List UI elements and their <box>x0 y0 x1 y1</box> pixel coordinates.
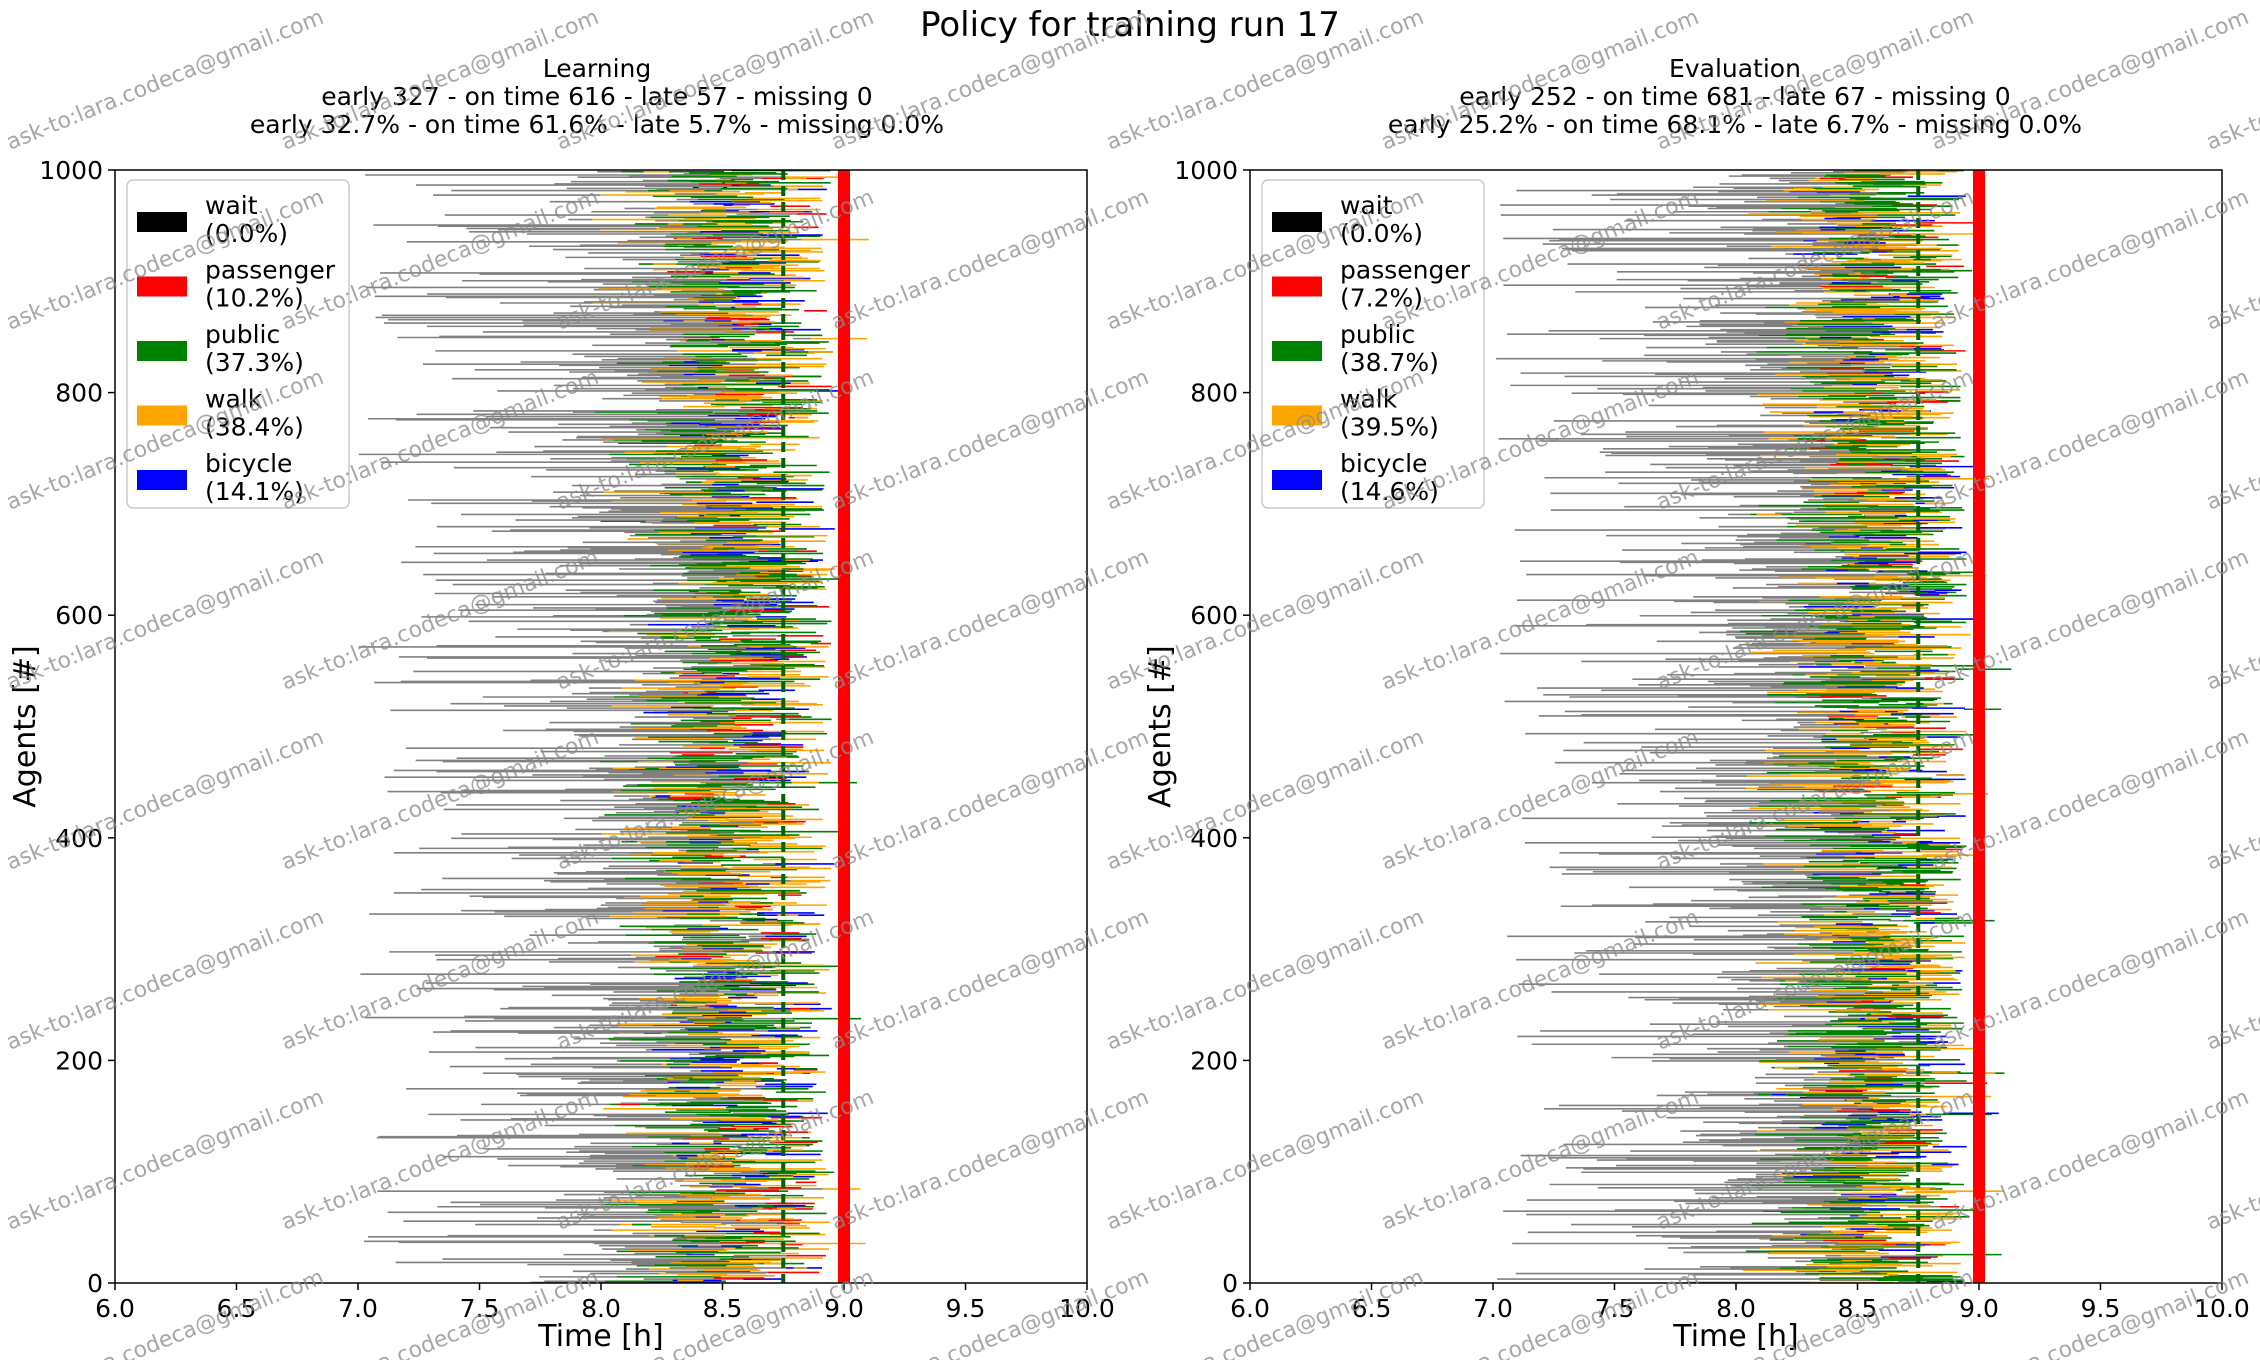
legend-share: (0.0%) <box>205 219 288 248</box>
legend-label: public <box>1340 320 1415 349</box>
x-axis-label: Time [h] <box>537 1319 663 1354</box>
y-axis-label: Agents [#] <box>8 645 43 808</box>
panel-subtitle-counts: early 327 - on time 616 - late 57 - miss… <box>321 82 872 111</box>
legend-label: walk <box>205 385 263 414</box>
x-tick-label: 7.5 <box>460 1294 500 1323</box>
y-tick-label: 0 <box>1222 1269 1238 1298</box>
x-tick-label: 7.0 <box>1473 1294 1513 1323</box>
x-tick-label: 9.5 <box>946 1294 986 1323</box>
legend-swatch-bicycle <box>137 470 187 490</box>
legend-share: (39.5%) <box>1340 413 1439 442</box>
panel-title: Learning <box>543 54 652 83</box>
legend-label: public <box>205 320 280 349</box>
legend-label: bicycle <box>1340 449 1427 478</box>
legend-swatch-public <box>1272 341 1322 361</box>
legend-label: passenger <box>1340 256 1471 285</box>
legend-share: (38.7%) <box>1340 348 1439 377</box>
legend: wait(0.0%) passenger(7.2%) public(38.7%) wa… <box>1261 179 1485 509</box>
x-tick-label: 6.0 <box>1230 1294 1270 1323</box>
y-tick-label: 1000 <box>39 156 103 185</box>
legend-swatch-bicycle <box>1272 470 1322 490</box>
legend-label: wait <box>1340 191 1393 220</box>
x-tick-label: 8.0 <box>581 1294 621 1323</box>
legend-swatch-wait <box>1272 212 1322 232</box>
legend-swatch-walk <box>1272 405 1322 426</box>
x-tick-label: 8.0 <box>1716 1294 1756 1323</box>
y-tick-label: 800 <box>55 379 103 408</box>
y-axis-label: Agents [#] <box>1143 645 1178 808</box>
legend-swatch-wait <box>137 212 187 232</box>
x-tick-label: 7.0 <box>338 1294 378 1323</box>
legend-label: passenger <box>205 256 336 285</box>
x-tick-label: 9.0 <box>1959 1294 1999 1323</box>
y-tick-label: 800 <box>1190 379 1238 408</box>
legend-label: bicycle <box>205 449 292 478</box>
panel-subtitle-percent: early 25.2% - on time 68.1% - late 6.7% … <box>1388 110 2082 139</box>
x-tick-label: 9.0 <box>824 1294 864 1323</box>
x-tick-label: 7.5 <box>1595 1294 1635 1323</box>
legend-swatch-passenger <box>137 276 187 297</box>
legend-share: (7.2%) <box>1340 284 1423 313</box>
y-tick-label: 400 <box>55 824 103 853</box>
panel-subtitle-percent: early 32.7% - on time 61.6% - late 5.7% … <box>250 110 944 139</box>
legend-swatch-passenger <box>1272 276 1322 297</box>
x-tick-label: 6.0 <box>95 1294 135 1323</box>
legend-share: (38.4%) <box>205 413 304 442</box>
legend-label: wait <box>205 191 258 220</box>
x-tick-label: 8.5 <box>1838 1294 1878 1323</box>
y-tick-label: 200 <box>55 1046 103 1075</box>
x-axis-label: Time [h] <box>1672 1319 1798 1354</box>
legend: wait(0.0%) passenger(10.2%) public(37.3%) w… <box>126 179 350 509</box>
legend-share: (0.0%) <box>1340 219 1423 248</box>
legend-box <box>126 179 350 509</box>
panel-subtitle-counts: early 252 - on time 681 - late 67 - miss… <box>1459 82 2010 111</box>
legend-swatch-public <box>137 341 187 361</box>
legend-share: (14.1%) <box>205 477 304 506</box>
x-tick-label: 6.5 <box>1352 1294 1392 1323</box>
y-tick-label: 0 <box>87 1269 103 1298</box>
legend-share: (14.6%) <box>1340 477 1439 506</box>
x-tick-label: 8.5 <box>703 1294 743 1323</box>
legend-box <box>1261 179 1485 509</box>
panel-title: Evaluation <box>1669 54 1801 83</box>
figure-title: Policy for training run 17 <box>920 5 1340 45</box>
plot-area <box>358 170 869 1283</box>
y-tick-label: 200 <box>1190 1046 1238 1075</box>
legend-swatch-walk <box>137 405 187 426</box>
legend-label: walk <box>1340 385 1398 414</box>
x-tick-label: 9.5 <box>2081 1294 2121 1323</box>
y-tick-label: 600 <box>1190 601 1238 630</box>
legend-share: (37.3%) <box>205 348 304 377</box>
y-tick-label: 600 <box>55 601 103 630</box>
x-tick-label: 10.0 <box>2194 1294 2250 1323</box>
legend-share: (10.2%) <box>205 284 304 313</box>
plot-area <box>1496 170 2012 1283</box>
x-tick-label: 10.0 <box>1059 1294 1115 1323</box>
y-tick-label: 1000 <box>1174 156 1238 185</box>
y-tick-label: 400 <box>1190 824 1238 853</box>
x-tick-label: 6.5 <box>217 1294 257 1323</box>
